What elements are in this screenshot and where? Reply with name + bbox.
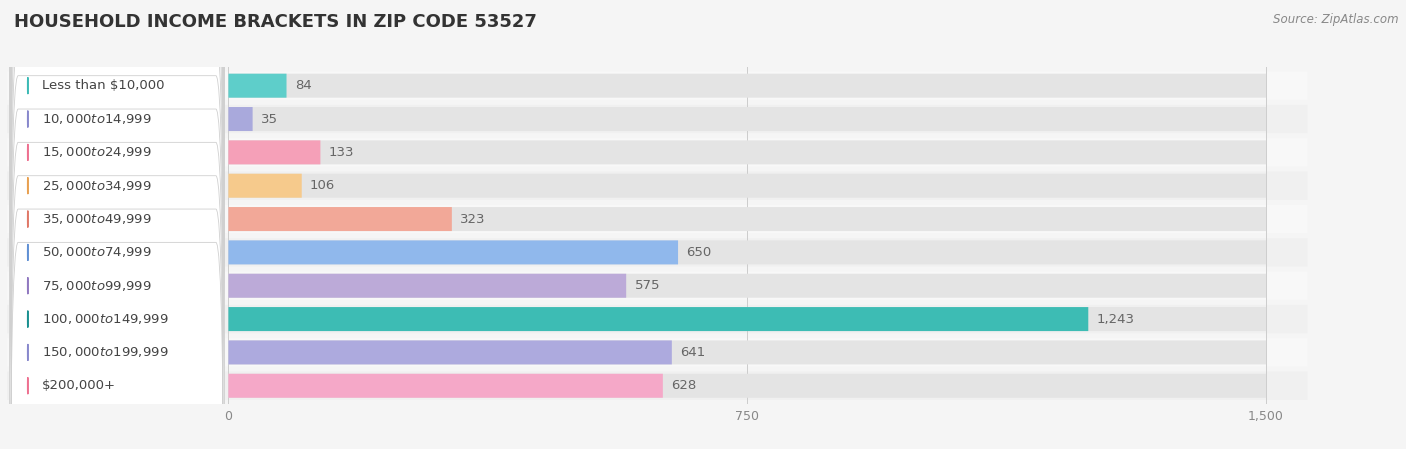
FancyBboxPatch shape [7,105,1308,133]
FancyBboxPatch shape [10,62,224,449]
FancyBboxPatch shape [228,374,662,398]
FancyBboxPatch shape [7,71,1308,100]
Text: 1,243: 1,243 [1097,313,1135,326]
FancyBboxPatch shape [228,374,1265,398]
FancyBboxPatch shape [7,172,1308,200]
FancyBboxPatch shape [228,74,287,98]
FancyBboxPatch shape [228,141,321,164]
FancyBboxPatch shape [228,107,1265,131]
Text: 575: 575 [634,279,659,292]
Text: $10,000 to $14,999: $10,000 to $14,999 [42,112,152,126]
FancyBboxPatch shape [7,205,1308,233]
FancyBboxPatch shape [228,174,302,198]
Text: 106: 106 [311,179,335,192]
FancyBboxPatch shape [10,129,224,449]
FancyBboxPatch shape [10,0,224,343]
Text: 650: 650 [686,246,711,259]
FancyBboxPatch shape [228,174,1265,198]
FancyBboxPatch shape [10,0,224,442]
FancyBboxPatch shape [228,74,1265,98]
FancyBboxPatch shape [7,338,1308,366]
FancyBboxPatch shape [10,0,224,449]
FancyBboxPatch shape [7,272,1308,300]
Text: Less than $10,000: Less than $10,000 [42,79,165,92]
Text: $200,000+: $200,000+ [42,379,115,392]
Text: $50,000 to $74,999: $50,000 to $74,999 [42,246,152,260]
FancyBboxPatch shape [228,240,1265,264]
Text: $150,000 to $199,999: $150,000 to $199,999 [42,345,169,359]
FancyBboxPatch shape [10,0,224,449]
FancyBboxPatch shape [228,340,672,365]
Text: 133: 133 [329,146,354,159]
FancyBboxPatch shape [228,141,1265,164]
FancyBboxPatch shape [7,305,1308,333]
FancyBboxPatch shape [228,240,678,264]
FancyBboxPatch shape [228,207,451,231]
Text: $25,000 to $34,999: $25,000 to $34,999 [42,179,152,193]
Text: HOUSEHOLD INCOME BRACKETS IN ZIP CODE 53527: HOUSEHOLD INCOME BRACKETS IN ZIP CODE 53… [14,13,537,31]
Text: 628: 628 [671,379,696,392]
Text: Source: ZipAtlas.com: Source: ZipAtlas.com [1274,13,1399,26]
Text: $75,000 to $99,999: $75,000 to $99,999 [42,279,152,293]
FancyBboxPatch shape [228,307,1265,331]
FancyBboxPatch shape [10,29,224,449]
Text: $15,000 to $24,999: $15,000 to $24,999 [42,145,152,159]
FancyBboxPatch shape [228,274,626,298]
FancyBboxPatch shape [10,0,224,409]
FancyBboxPatch shape [10,0,224,376]
Text: 323: 323 [460,212,485,225]
FancyBboxPatch shape [228,274,1265,298]
FancyBboxPatch shape [10,96,224,449]
FancyBboxPatch shape [7,238,1308,267]
Text: $35,000 to $49,999: $35,000 to $49,999 [42,212,152,226]
FancyBboxPatch shape [7,372,1308,400]
FancyBboxPatch shape [228,340,1265,365]
Text: 84: 84 [295,79,312,92]
FancyBboxPatch shape [7,138,1308,167]
FancyBboxPatch shape [228,107,253,131]
Text: 35: 35 [262,113,278,126]
FancyBboxPatch shape [228,307,1088,331]
FancyBboxPatch shape [228,207,1265,231]
Text: $100,000 to $149,999: $100,000 to $149,999 [42,312,169,326]
Text: 641: 641 [681,346,706,359]
